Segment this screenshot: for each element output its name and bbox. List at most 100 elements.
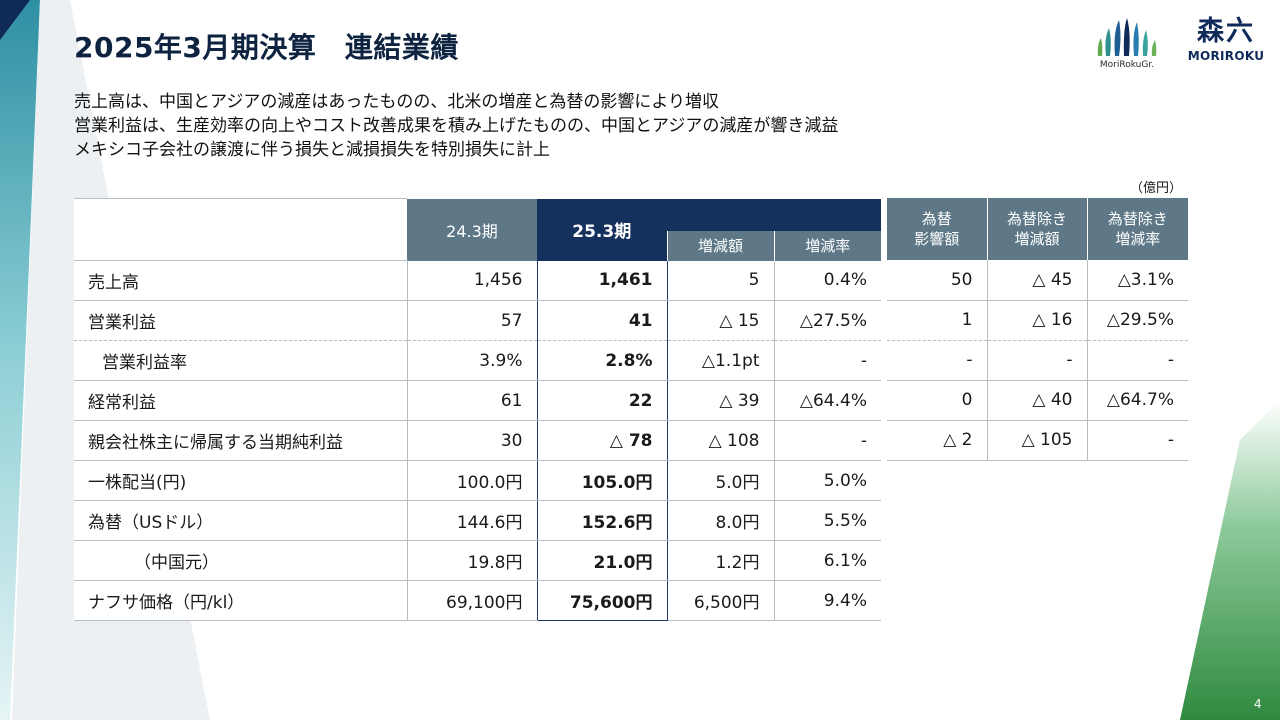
logo-kanji: 森六	[1197, 16, 1255, 47]
table-row: 1 △ 16 △29.5%	[887, 300, 1188, 341]
rate-value: 6.1%	[773, 540, 881, 581]
ex-fx-rate-value: △29.5%	[1086, 300, 1188, 341]
logo-group-text: MoriRokuGr.	[1099, 60, 1155, 70]
table-row: △ 2 △ 105 -	[887, 420, 1188, 461]
prev-value: 61	[406, 380, 537, 421]
rate-value: 9.4%	[773, 580, 881, 621]
moriroku-logo: 森六 MORIROKU	[1180, 16, 1272, 76]
column-header-ex-fx-rate: 為替除き 増減率	[1086, 198, 1188, 260]
diff-value: △ 108	[667, 420, 774, 461]
ex-fx-rate-value: △3.1%	[1086, 260, 1188, 301]
cur-value: 21.0円	[536, 540, 668, 581]
rate-value: 5.5%	[773, 500, 881, 541]
diff-value: 6,500円	[667, 580, 774, 621]
row-label: 経常利益	[74, 380, 407, 421]
cur-value: 105.0円	[536, 460, 668, 501]
cur-value: 41	[536, 300, 668, 341]
fx-impact-value: △ 2	[887, 420, 987, 461]
cur-value: △ 78	[536, 420, 668, 461]
cur-value: 1,461	[536, 260, 668, 301]
diff-value: 5.0円	[667, 460, 774, 501]
summary-line: 営業利益は、生産効率の向上やコスト改善成果を積み上げたものの、中国とアジアの減産…	[74, 116, 839, 136]
prev-value: 19.8円	[406, 540, 537, 581]
diff-value: △ 39	[667, 380, 774, 421]
fx-impact-value: -	[887, 340, 987, 381]
diff-value: △1.1pt	[667, 340, 774, 381]
rate-value: -	[773, 420, 881, 461]
ex-fx-diff-value: △ 40	[986, 380, 1087, 421]
prev-value: 69,100円	[406, 580, 537, 621]
row-label: 為替（USドル）	[74, 500, 407, 541]
column-header-ex-fx-diff: 為替除き 増減額	[986, 198, 1087, 260]
row-label: ナフサ価格（円/kl）	[74, 580, 407, 621]
fx-impact-value: 1	[887, 300, 987, 341]
diff-value: 1.2円	[667, 540, 774, 581]
fx-impact-table: 為替 影響額 為替除き 増減額 為替除き 増減率 50 △ 45 △3.1% 1 △ …	[887, 198, 1188, 461]
header-blank-cell	[74, 198, 407, 261]
row-label: 売上高	[74, 260, 407, 301]
ex-fx-rate-value: △64.7%	[1086, 380, 1188, 421]
navy-corner-shape	[0, 0, 30, 40]
ex-fx-rate-value: -	[1086, 340, 1188, 381]
prev-value: 144.6円	[406, 500, 537, 541]
table-row: 親会社株主に帰属する当期純利益 30 △ 78 △ 108 -	[74, 420, 881, 461]
diff-value: △ 15	[667, 300, 774, 341]
table-row: 50 △ 45 △3.1%	[887, 260, 1188, 301]
table-row: 0 △ 40 △64.7%	[887, 380, 1188, 421]
prev-value: 57	[406, 300, 537, 341]
diff-value: 5	[667, 260, 774, 301]
rate-value: 0.4%	[773, 260, 881, 301]
row-label: （中国元）	[74, 540, 407, 581]
green-corner-shape	[1180, 400, 1280, 720]
column-header-diff: 増減額	[666, 230, 774, 261]
cur-value: 152.6円	[536, 500, 668, 541]
column-header-fx-impact: 為替 影響額	[887, 198, 987, 260]
prev-value: 100.0円	[406, 460, 537, 501]
ex-fx-rate-value: -	[1086, 420, 1188, 461]
row-label: 営業利益率	[74, 340, 407, 381]
rate-value: △27.5%	[773, 300, 881, 341]
ex-fx-diff-value: △ 45	[986, 260, 1087, 301]
table-row: 一株配当(円) 100.0円 105.0円 5.0円 5.0%	[74, 460, 881, 501]
table-row: 営業利益 57 41 △ 15 △27.5%	[74, 300, 881, 341]
table-row: 売上高 1,456 1,461 5 0.4%	[74, 260, 881, 301]
grass-blades-icon	[1097, 18, 1157, 56]
unit-label: （億円）	[1130, 181, 1183, 196]
table-row: - - -	[887, 340, 1188, 381]
summary-line: 売上高は、中国とアジアの減産はあったものの、北米の増産と為替の影響により増収	[74, 92, 719, 112]
prev-value: 1,456	[406, 260, 537, 301]
ex-fx-diff-value: -	[986, 340, 1087, 381]
table-row: 為替（USドル） 144.6円 152.6円 8.0円 5.5%	[74, 500, 881, 541]
fx-impact-value: 0	[887, 380, 987, 421]
prev-value: 30	[406, 420, 537, 461]
header-cur-extension	[667, 198, 881, 231]
table-row: （中国元） 19.8円 21.0円 1.2円 6.1%	[74, 540, 881, 581]
prev-value: 3.9%	[406, 340, 537, 381]
results-table: 24.3期 25.3期 増減額 増減率 売上高 1,456 1,461 5 0.…	[74, 198, 881, 621]
column-header-rate: 増減率	[773, 230, 881, 261]
cur-value: 22	[536, 380, 668, 421]
table-row: 経常利益 61 22 △ 39 △64.4%	[74, 380, 881, 421]
ex-fx-diff-value: △ 16	[986, 300, 1087, 341]
rate-value: △64.4%	[773, 380, 881, 421]
rate-value: -	[773, 340, 881, 381]
page-title: 2025年3月期決算 連結業績	[74, 31, 459, 64]
diff-value: 8.0円	[667, 500, 774, 541]
row-label: 営業利益	[74, 300, 407, 341]
table-row: ナフサ価格（円/kl） 69,100円 75,600円 6,500円 9.4%	[74, 580, 881, 621]
column-header-prev: 24.3期	[407, 198, 537, 261]
cur-value: 75,600円	[536, 580, 668, 621]
column-header-cur: 25.3期	[537, 198, 667, 261]
cur-value: 2.8%	[536, 340, 668, 381]
rate-value: 5.0%	[773, 460, 881, 501]
teal-band-shape	[0, 0, 40, 720]
logo-roman: MORIROKU	[1187, 49, 1265, 63]
summary-line: メキシコ子会社の譲渡に伴う損失と減損損失を特別損失に計上	[74, 140, 550, 160]
table-row: 営業利益率 3.9% 2.8% △1.1pt -	[74, 340, 881, 381]
row-label: 一株配当(円)	[74, 460, 407, 501]
summary-text: 売上高は、中国とアジアの減産はあったものの、北米の増産と為替の影響により増収 営…	[74, 90, 838, 162]
ex-fx-diff-value: △ 105	[986, 420, 1087, 461]
page-number: 4	[1254, 697, 1262, 711]
row-label: 親会社株主に帰属する当期純利益	[74, 420, 407, 461]
moriroku-group-logo: MoriRokuGr.	[1092, 16, 1162, 76]
